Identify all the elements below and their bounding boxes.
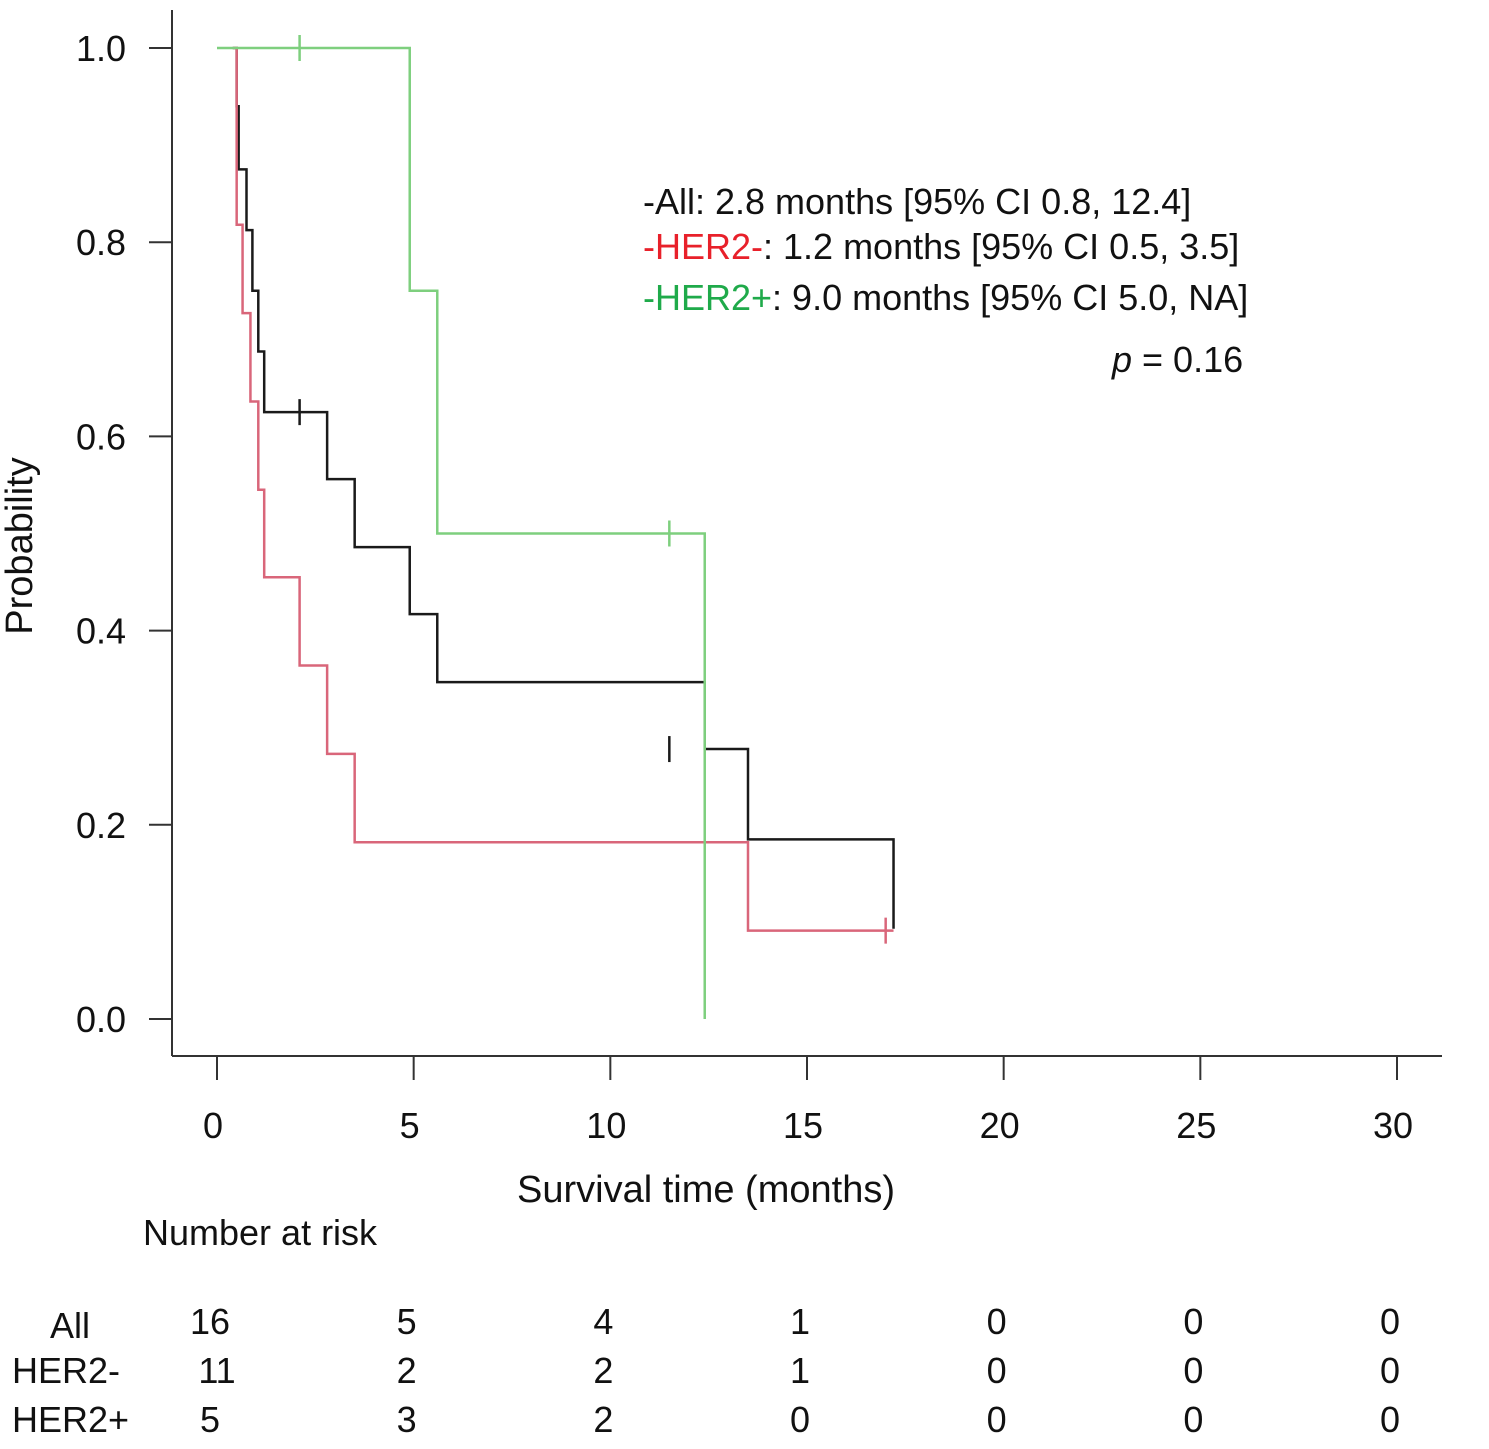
y-tick-label: 0.2: [76, 805, 126, 846]
risk-value: 0: [987, 1301, 1007, 1342]
risk-value: 5: [200, 1399, 220, 1440]
survival-curves: [217, 35, 895, 1019]
km-curve-her2-pos: [217, 46, 706, 1019]
y-tick-label: 0.8: [76, 222, 126, 263]
risk-value: 1: [790, 1301, 810, 1342]
risk-value: 5: [397, 1301, 417, 1342]
x-tick-label: 30: [1373, 1105, 1413, 1146]
y-axis-label: Probability: [0, 457, 41, 634]
x-tick-label: 20: [980, 1105, 1020, 1146]
risk-table-title: Number at risk: [143, 1212, 378, 1253]
y-tick-label: 0.0: [76, 999, 126, 1040]
y-tick-label: 0.6: [76, 416, 126, 457]
legend-series-name: -All: [643, 181, 695, 222]
x-tick-label: 15: [783, 1105, 823, 1146]
risk-value: 1: [790, 1350, 810, 1391]
x-tick-label: 0: [203, 1105, 223, 1146]
risk-row-label: HER2+: [12, 1399, 129, 1440]
risk-value: 0: [987, 1399, 1007, 1440]
risk-value: 0: [790, 1399, 810, 1440]
risk-value: 3: [397, 1399, 417, 1440]
risk-value: 0: [1183, 1350, 1203, 1391]
y-tick-label: 1.0: [76, 28, 126, 69]
risk-value: 2: [593, 1350, 613, 1391]
risk-value: 11: [198, 1350, 235, 1391]
x-axis-label: Survival time (months): [517, 1169, 895, 1211]
p-value-symbol: p: [1111, 339, 1132, 380]
legend-entry: -All: 2.8 months [95% CI 0.8, 12.4]: [643, 181, 1191, 222]
legend-entry: -HER2+: 9.0 months [95% CI 5.0, NA]: [643, 277, 1248, 318]
risk-value: 4: [593, 1301, 613, 1342]
risk-row-label: HER2-: [12, 1350, 120, 1391]
x-tick-label: 25: [1176, 1105, 1216, 1146]
risk-value: 2: [593, 1399, 613, 1440]
axes: 0.0 0.2 0.4 0.6 0.8 1.0 0 5 10 15 20 25 30 Survival t…: [0, 10, 1442, 1211]
risk-value: 16: [190, 1301, 230, 1342]
legend-median-text: : 1.2 months [95% CI 0.5, 3.5]: [763, 226, 1239, 267]
legend-series-name: -HER2-: [643, 226, 763, 267]
risk-value: 0: [1183, 1399, 1203, 1440]
x-tick-label: 10: [586, 1105, 626, 1146]
risk-table: Number at risk All 16 5 4 1 0 0 0 HER2- 11 2 2 1 0 0 0 HE…: [12, 1212, 1400, 1440]
p-value-text: = 0.16: [1132, 339, 1243, 380]
p-value: p = 0.16: [1111, 339, 1243, 380]
risk-value: 0: [1380, 1399, 1400, 1440]
legend-entry: -HER2-: 1.2 months [95% CI 0.5, 3.5]: [643, 226, 1239, 267]
legend-series-name: -HER2+: [643, 277, 772, 318]
legend: -All: 2.8 months [95% CI 0.8, 12.4]-HER2…: [643, 181, 1248, 380]
risk-value: 0: [987, 1350, 1007, 1391]
risk-value: 0: [1380, 1350, 1400, 1391]
x-tick-label: 5: [400, 1105, 420, 1146]
risk-value: 0: [1183, 1301, 1203, 1342]
y-tick-label: 0.4: [76, 611, 126, 652]
risk-value: 0: [1380, 1301, 1400, 1342]
legend-median-text: : 2.8 months [95% CI 0.8, 12.4]: [695, 181, 1191, 222]
legend-median-text: : 9.0 months [95% CI 5.0, NA]: [772, 277, 1248, 318]
risk-row-label: All: [50, 1305, 90, 1346]
risk-value: 2: [397, 1350, 417, 1391]
km-curve-her2-neg: [232, 46, 894, 932]
